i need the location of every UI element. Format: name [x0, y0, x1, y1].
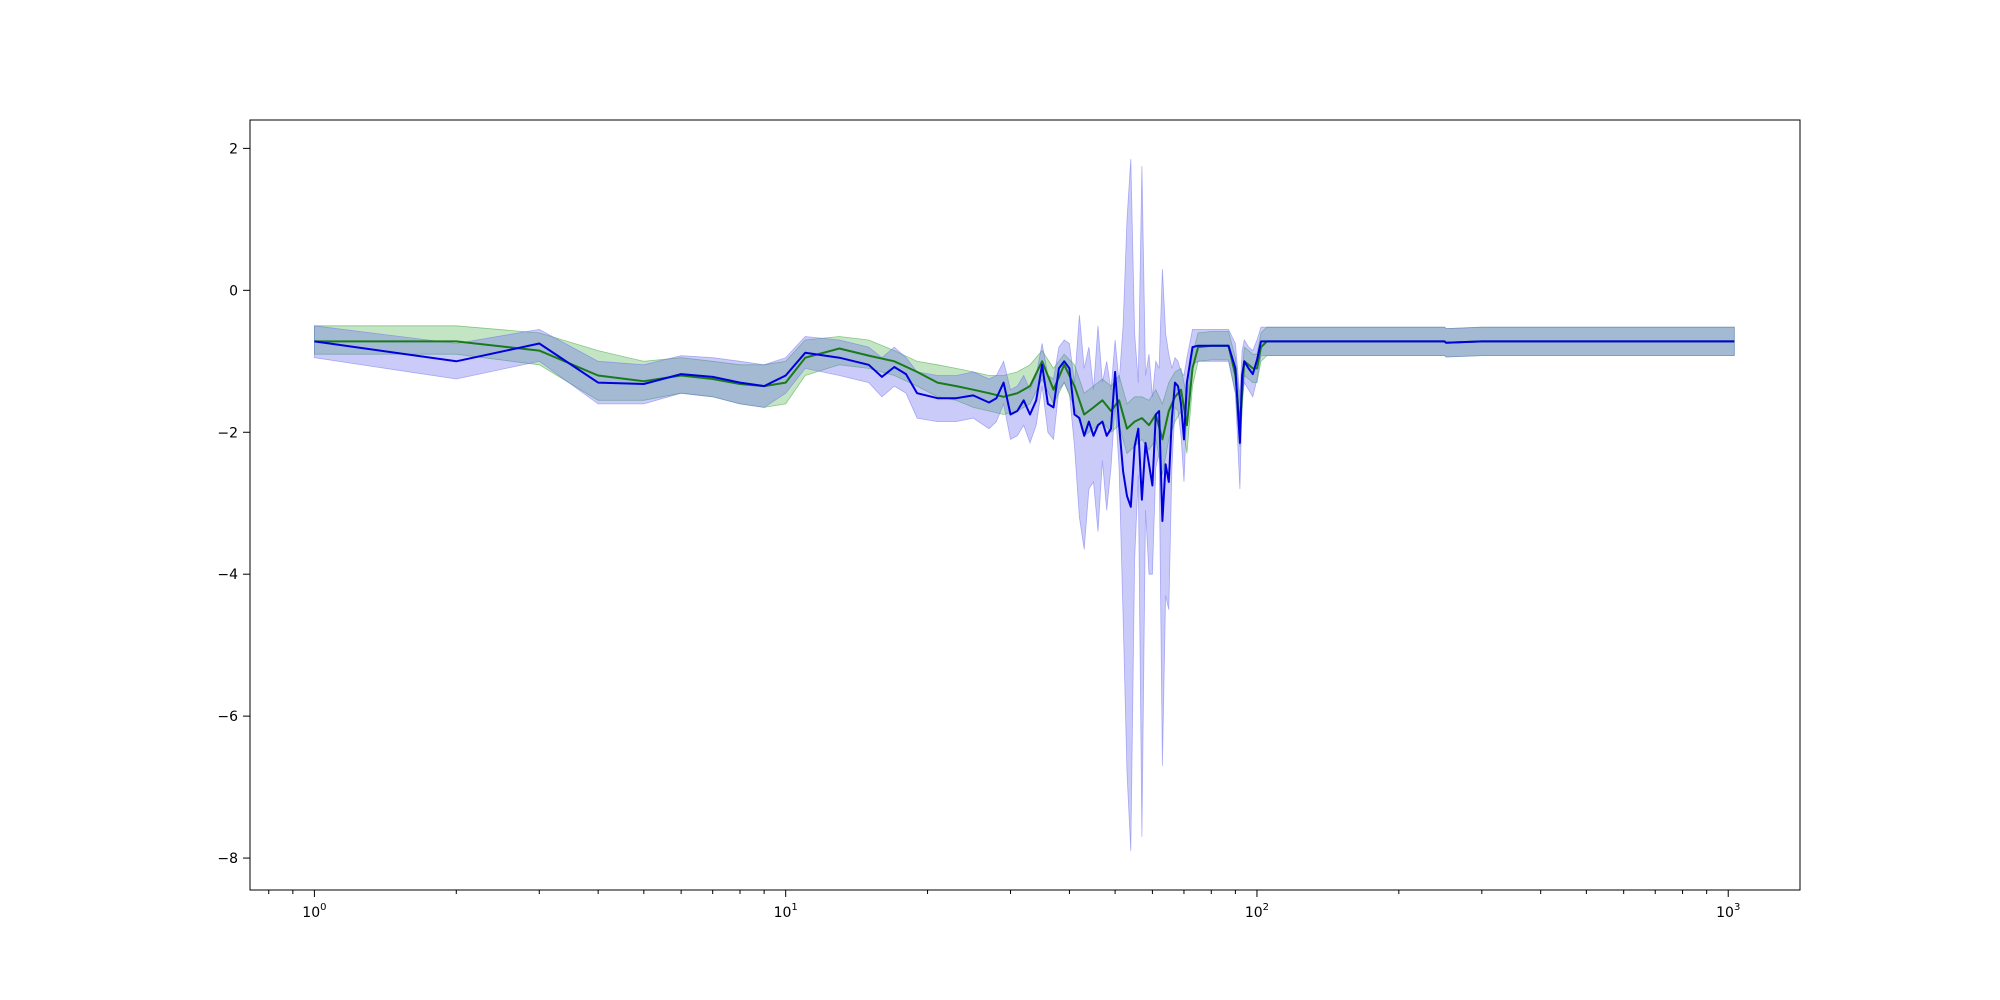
x-tick-label: 101 — [774, 902, 798, 921]
x-tick-label: 100 — [302, 902, 326, 921]
plot-area-frame — [249, 119, 1801, 891]
y-tick-label: 2 — [229, 141, 238, 157]
y-tick-label: −4 — [217, 567, 238, 583]
y-tick-label: −6 — [217, 709, 238, 725]
y-tick-label: −2 — [217, 425, 238, 441]
x-tick-label: 103 — [1716, 902, 1740, 921]
series-2-band — [313, 158, 1735, 852]
series-lines — [314, 340, 1735, 522]
plot-area-background — [250, 120, 1800, 890]
x-tick-label: 102 — [1245, 902, 1269, 921]
y-axis: 2 0 −2 −4 −6 −8 — [217, 141, 250, 867]
series-1-line — [314, 340, 1735, 441]
x-axis: 100 101 102 103 — [268, 890, 1740, 921]
y-tick-label: 0 — [229, 283, 238, 299]
y-tick-label: −8 — [217, 851, 238, 867]
series-2-line — [314, 340, 1735, 522]
